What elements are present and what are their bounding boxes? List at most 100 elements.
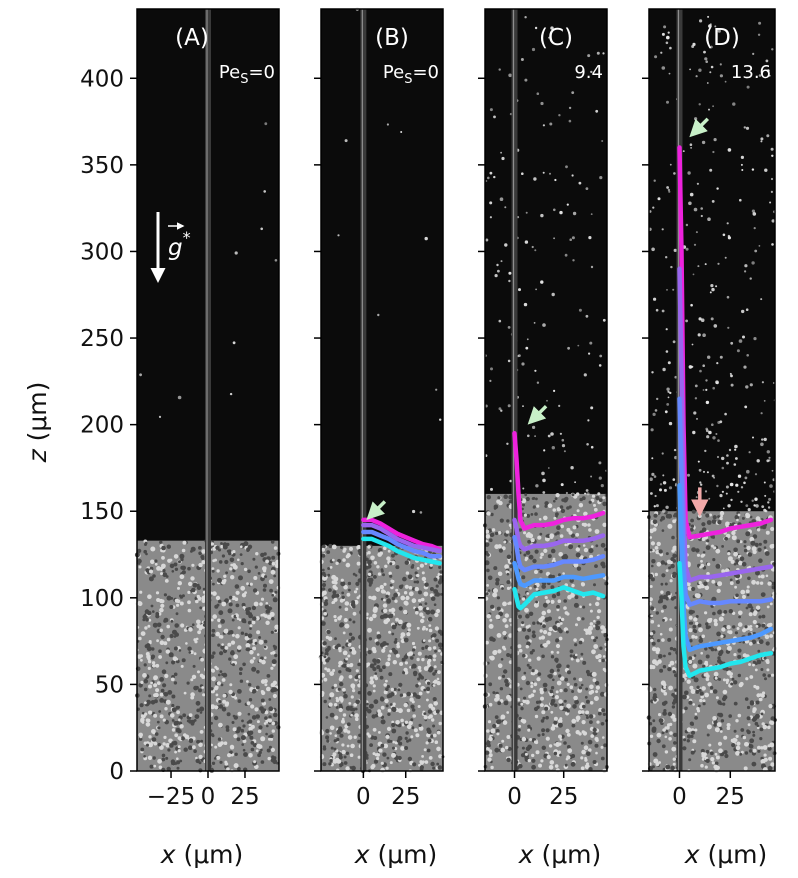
bed-particle xyxy=(734,585,737,589)
bed-particle xyxy=(266,674,271,678)
bed-particle xyxy=(669,579,673,583)
suspended-particle xyxy=(546,399,548,402)
suspended-particle xyxy=(745,504,749,507)
bed-particle xyxy=(225,571,229,575)
bed-particle xyxy=(146,743,149,747)
suspended-particle xyxy=(760,412,763,415)
bed-particle xyxy=(496,606,501,611)
bed-particle xyxy=(670,563,675,569)
bed-particle xyxy=(557,750,562,754)
bed-particle xyxy=(684,706,688,711)
bed-particle xyxy=(498,743,503,748)
bed-particle xyxy=(212,591,217,596)
bed-particle xyxy=(532,630,536,634)
suspended-particle xyxy=(688,201,692,206)
bed-particle xyxy=(684,690,689,696)
bed-particle xyxy=(551,574,555,579)
bed-particle xyxy=(321,571,326,576)
bed-particle xyxy=(151,729,156,734)
bed-particle xyxy=(506,757,511,763)
bed-particle xyxy=(425,741,429,745)
suspended-particle xyxy=(662,367,666,372)
bed-particle xyxy=(190,576,195,581)
bed-particle xyxy=(367,650,372,655)
bed-particle xyxy=(663,709,667,713)
bed-particle xyxy=(439,570,443,574)
bed-particle xyxy=(592,760,597,764)
bed-particle xyxy=(406,622,412,628)
bed-particle xyxy=(569,654,573,658)
bed-particle xyxy=(137,548,142,554)
bed-particle xyxy=(759,737,763,741)
bed-particle xyxy=(417,677,421,681)
bed-particle xyxy=(256,653,260,656)
suspended-particle xyxy=(651,247,655,252)
bed-particle xyxy=(498,500,503,506)
bed-particle xyxy=(530,513,534,516)
bed-particle xyxy=(351,765,356,771)
bed-particle xyxy=(341,591,345,595)
bed-particle xyxy=(378,668,383,673)
panel-frame xyxy=(484,8,608,772)
bed-particle xyxy=(671,549,675,553)
bed-particle xyxy=(543,687,548,692)
x-tick-label: 25 xyxy=(391,784,420,810)
bed-particle xyxy=(253,601,259,607)
bed-particle xyxy=(248,613,254,619)
bed-particle xyxy=(688,615,693,620)
bed-particle xyxy=(248,683,252,687)
bed-particle xyxy=(240,631,245,635)
bed-particle xyxy=(527,628,531,633)
bed-particle xyxy=(566,506,570,510)
bed-particle xyxy=(176,603,180,607)
bed-particle xyxy=(583,547,589,553)
suspended-particle xyxy=(490,367,493,371)
bed-particle xyxy=(339,675,344,680)
bed-particle xyxy=(260,656,264,660)
bed-particle xyxy=(521,746,525,750)
bed-particle xyxy=(518,614,522,619)
bed-particle xyxy=(376,634,382,639)
suspended-particle xyxy=(571,91,575,94)
bed-particle xyxy=(429,593,434,598)
suspended-particle xyxy=(601,140,604,142)
bed-particle xyxy=(665,596,669,601)
bed-particle xyxy=(430,596,436,601)
bed-particle xyxy=(592,678,597,683)
bed-particle xyxy=(408,720,413,726)
bed-particle xyxy=(348,632,353,636)
bed-particle xyxy=(761,759,766,764)
bed-particle xyxy=(745,589,750,594)
bed-particle xyxy=(177,586,180,590)
bed-particle xyxy=(668,685,673,691)
bed-particle xyxy=(155,663,160,668)
bed-particle xyxy=(541,584,546,589)
bed-particle xyxy=(431,718,435,722)
bed-particle xyxy=(524,607,529,613)
bed-particle xyxy=(576,566,582,571)
bed-particle xyxy=(144,626,148,630)
bed-particle xyxy=(169,563,175,569)
bed-particle xyxy=(169,743,174,748)
suspended-particle xyxy=(740,163,743,166)
bed-particle xyxy=(746,730,751,735)
bed-particle xyxy=(652,752,658,757)
bed-particle xyxy=(663,700,668,705)
bed-particle xyxy=(492,592,498,598)
bed-particle xyxy=(594,680,600,686)
bed-particle xyxy=(717,656,721,660)
suspended-particle xyxy=(711,287,715,292)
bed-particle xyxy=(578,732,582,736)
suspended-particle xyxy=(747,508,751,512)
suspended-particle xyxy=(710,317,714,321)
bed-particle xyxy=(711,761,715,765)
bed-particle xyxy=(326,668,331,673)
bed-particle xyxy=(163,641,168,646)
bed-particle xyxy=(171,694,176,699)
bed-particle xyxy=(718,712,724,718)
bed-particle xyxy=(521,736,527,742)
bed-particle xyxy=(686,582,691,587)
bed-particle xyxy=(539,556,543,559)
suspended-particle xyxy=(522,487,525,490)
bed-particle xyxy=(594,743,599,748)
